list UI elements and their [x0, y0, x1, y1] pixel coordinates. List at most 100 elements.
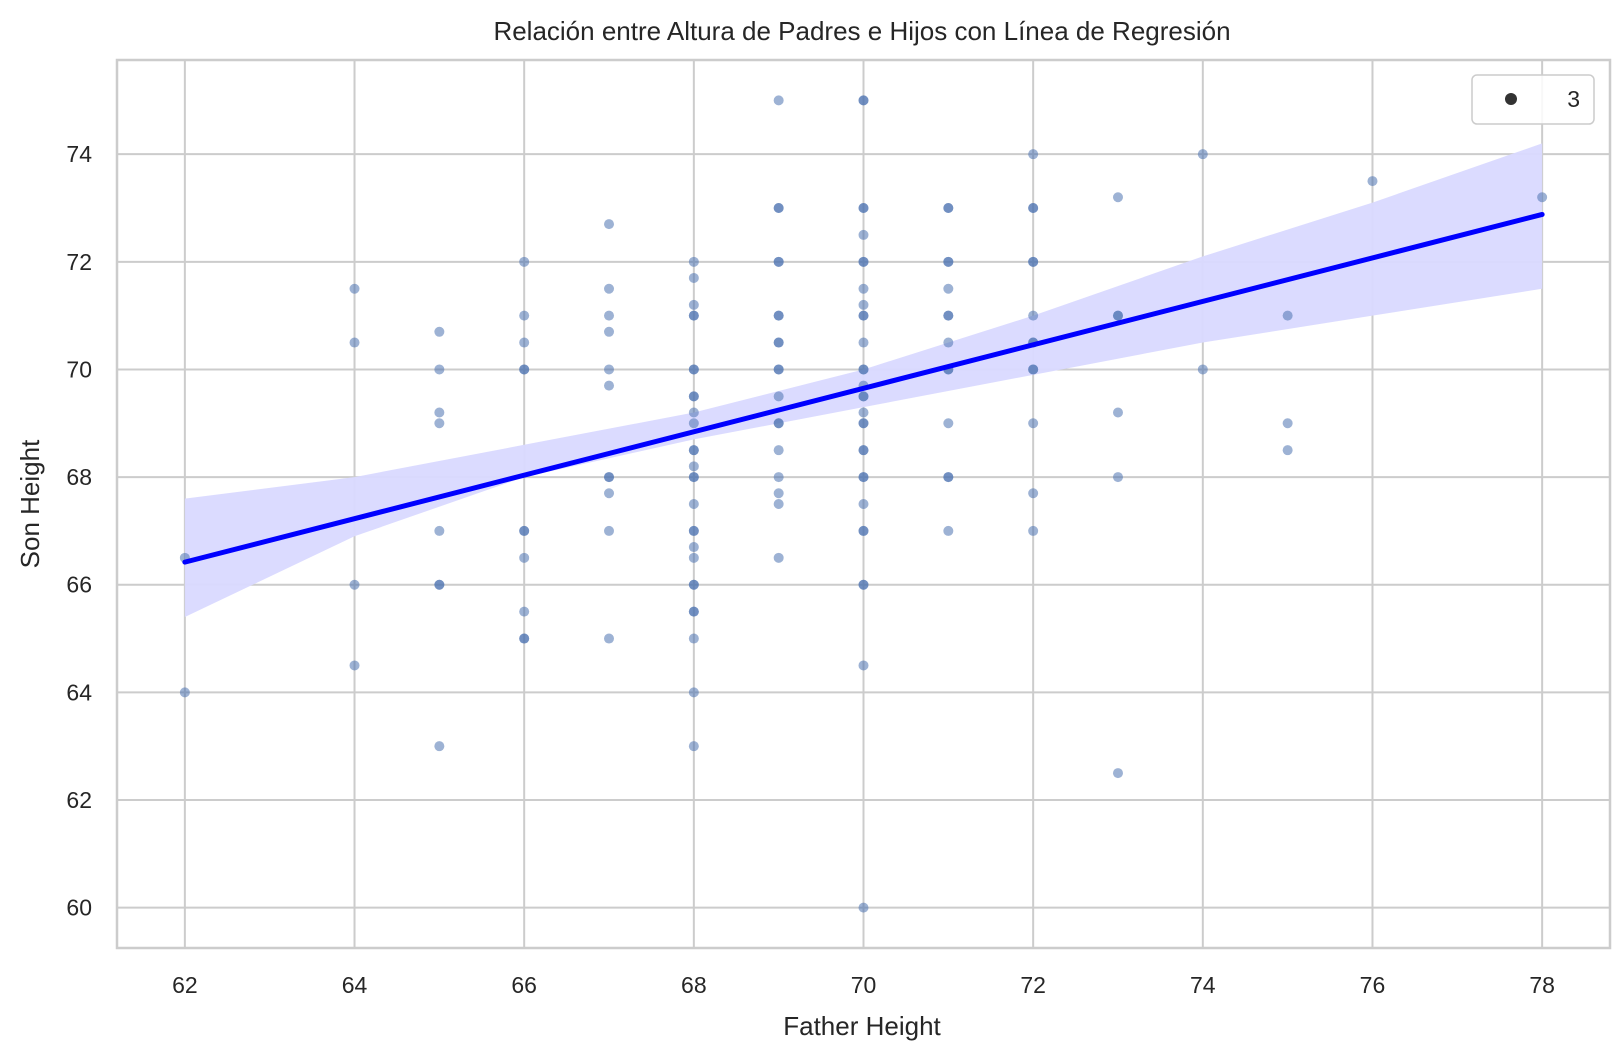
y-tick-label: 62 — [66, 787, 92, 813]
data-point — [858, 660, 869, 671]
x-tick-labels: 62 64 66 68 70 72 74 76 78 — [172, 972, 1555, 998]
data-point — [773, 499, 784, 509]
y-tick-label: 64 — [66, 679, 92, 705]
data-point — [1028, 203, 1039, 213]
data-point — [1367, 176, 1378, 187]
data-point — [688, 606, 699, 617]
x-tick-label: 62 — [172, 972, 198, 998]
data-point — [943, 525, 954, 536]
data-point — [773, 337, 784, 348]
data-point — [604, 283, 615, 294]
data-point — [688, 391, 699, 402]
x-tick-label: 78 — [1529, 972, 1555, 998]
data-point — [1028, 256, 1039, 267]
y-tick-label: 72 — [66, 249, 92, 275]
legend-label: 3 — [1567, 86, 1580, 112]
data-point — [688, 256, 699, 267]
data-point — [773, 364, 784, 375]
data-point — [519, 606, 530, 617]
data-point — [688, 310, 699, 321]
data-point — [604, 380, 615, 391]
data-point — [434, 579, 445, 590]
confidence-band — [184, 143, 1543, 618]
data-point — [858, 391, 869, 402]
data-point — [858, 299, 869, 310]
data-point — [773, 445, 784, 456]
data-point — [773, 472, 784, 483]
data-point — [688, 461, 699, 472]
data-point — [943, 472, 954, 483]
data-point — [858, 364, 869, 375]
data-point — [1282, 418, 1293, 429]
data-points — [179, 95, 1548, 913]
data-point — [688, 579, 699, 590]
x-tick-label: 64 — [342, 972, 368, 998]
data-point — [1112, 192, 1123, 203]
x-tick-label: 76 — [1360, 972, 1386, 998]
data-point — [858, 472, 869, 483]
data-point — [349, 337, 360, 348]
data-point — [858, 203, 869, 213]
data-point — [943, 310, 954, 321]
data-point — [688, 542, 699, 553]
data-point — [349, 283, 360, 294]
data-point — [519, 552, 530, 563]
data-point — [434, 407, 445, 418]
data-point — [519, 525, 530, 536]
data-point — [688, 741, 699, 752]
data-point — [858, 407, 869, 418]
regression-line — [182, 211, 1545, 565]
y-axis-title: Son Height — [15, 439, 45, 568]
data-point — [604, 364, 615, 375]
plot-frame — [115, 58, 1612, 950]
confidence-band-area — [184, 143, 1543, 618]
legend: 3 — [1471, 74, 1595, 125]
data-point — [1197, 149, 1208, 160]
data-point — [179, 687, 190, 698]
data-point — [1197, 364, 1208, 375]
data-point — [1112, 472, 1123, 483]
data-point — [773, 418, 784, 429]
data-point — [688, 633, 699, 644]
data-point — [519, 337, 530, 348]
data-point — [688, 499, 699, 509]
data-point — [1028, 525, 1039, 536]
data-point — [688, 418, 699, 429]
data-point — [604, 488, 615, 499]
data-point — [858, 902, 869, 913]
data-point — [688, 525, 699, 536]
data-point — [1112, 768, 1123, 779]
data-point — [858, 310, 869, 321]
data-point — [943, 337, 954, 348]
data-point — [688, 364, 699, 375]
data-point — [1028, 364, 1039, 375]
data-point — [688, 552, 699, 563]
legend-marker — [1505, 93, 1517, 105]
data-point — [519, 364, 530, 375]
data-point — [773, 95, 784, 106]
data-point — [434, 364, 445, 375]
data-point — [434, 525, 445, 536]
data-point — [1112, 407, 1123, 418]
x-tick-label: 68 — [681, 972, 707, 998]
y-tick-label: 74 — [66, 141, 92, 167]
x-tick-label: 70 — [851, 972, 877, 998]
data-point — [1282, 310, 1293, 321]
data-point — [858, 229, 869, 240]
data-point — [604, 633, 615, 644]
data-point — [519, 310, 530, 321]
data-point — [688, 687, 699, 698]
data-point — [773, 256, 784, 267]
data-point — [604, 310, 615, 321]
chart-title: Relación entre Altura de Padres e Hijos … — [493, 16, 1230, 46]
data-point — [943, 203, 954, 213]
y-tick-label: 70 — [66, 356, 92, 382]
data-point — [434, 741, 445, 752]
data-point — [1028, 149, 1039, 160]
regression-line-group — [182, 211, 1545, 565]
data-point — [858, 256, 869, 267]
data-point — [604, 525, 615, 536]
data-point — [858, 525, 869, 536]
data-point — [1537, 192, 1548, 203]
